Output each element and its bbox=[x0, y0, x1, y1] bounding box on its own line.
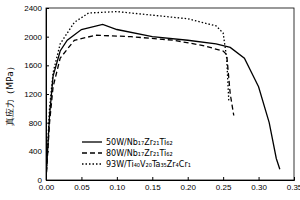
legend-label: 50W/Nb₁₇Zr₂₁Ti₆₂ bbox=[106, 138, 173, 147]
x-tick-mark bbox=[188, 177, 189, 180]
y-tick-label: 0 bbox=[38, 176, 43, 185]
y-axis: 0 400 800 1200 1600 2000 2400 bbox=[24, 4, 49, 185]
legend: 50W/Nb₁₇Zr₂₁Ti₆₂ 80W/Nb₁₇Zr₂₁Ti₆₂ 93W/Ti₄₀… bbox=[82, 138, 191, 169]
series-line bbox=[46, 35, 234, 180]
legend-swatch bbox=[82, 152, 102, 153]
x-tick: 0.35 bbox=[287, 177, 300, 192]
y-tick-label: 800 bbox=[29, 119, 43, 128]
x-tick: 0.30 bbox=[251, 177, 267, 192]
plot-frame bbox=[46, 8, 294, 180]
x-tick-label: 0.35 bbox=[287, 183, 300, 192]
x-axis-line bbox=[47, 177, 295, 181]
y-tick-label: 400 bbox=[29, 147, 43, 156]
x-tick-label: 0.30 bbox=[251, 183, 267, 192]
x-tick: 0.25 bbox=[216, 177, 232, 192]
x-tick: 0.20 bbox=[180, 177, 196, 192]
x-tick-label: 0.05 bbox=[74, 183, 90, 192]
x-tick-mark bbox=[117, 177, 118, 180]
y-tick-label: 2400 bbox=[24, 4, 42, 13]
x-tick-mark bbox=[223, 177, 224, 180]
legend-swatch bbox=[82, 141, 102, 142]
x-tick-label: 0.20 bbox=[180, 183, 196, 192]
y-tick-mark bbox=[46, 65, 49, 66]
y-tick-mark bbox=[46, 8, 49, 9]
y-tick-mark bbox=[46, 37, 49, 38]
x-tick: 0.15 bbox=[145, 177, 161, 192]
y-tick: 2000 bbox=[24, 33, 49, 42]
x-tick: 0.10 bbox=[110, 177, 126, 192]
series-line bbox=[46, 24, 280, 180]
plot-area bbox=[46, 12, 280, 180]
legend-swatch bbox=[82, 163, 102, 164]
x-tick-mark bbox=[152, 177, 153, 180]
chart: 0.000.050.100.150.200.250.300.3504008001… bbox=[0, 0, 300, 200]
x-tick: 0.05 bbox=[74, 177, 90, 192]
y-axis-title: 真应力（MPa） bbox=[5, 62, 15, 125]
y-tick: 0 bbox=[38, 176, 49, 185]
x-axis: 0.000.050.100.150.200.250.300.35 bbox=[39, 177, 300, 192]
series-line bbox=[46, 12, 229, 180]
x-tick-label: 0.25 bbox=[216, 183, 232, 192]
x-tick-mark bbox=[81, 177, 82, 180]
y-tick-mark bbox=[46, 94, 49, 95]
y-tick: 1200 bbox=[24, 90, 49, 99]
y-tick: 400 bbox=[29, 147, 49, 156]
y-tick: 2400 bbox=[24, 4, 49, 13]
x-tick-mark bbox=[294, 177, 295, 180]
x-tick-mark bbox=[259, 177, 260, 180]
y-tick: 800 bbox=[29, 119, 49, 128]
y-tick: 1600 bbox=[24, 61, 49, 70]
y-tick-label: 2000 bbox=[24, 33, 42, 42]
y-tick-mark bbox=[46, 180, 49, 181]
legend-label: 93W/Ti₄₀V₂₀Ta₃₅Zr₄Cr₁ bbox=[106, 160, 191, 169]
x-tick-label: 0.10 bbox=[110, 183, 126, 192]
y-tick-label: 1600 bbox=[24, 61, 42, 70]
y-tick-label: 1200 bbox=[24, 90, 42, 99]
legend-label: 80W/Nb₁₇Zr₂₁Ti₆₂ bbox=[106, 149, 173, 158]
x-tick-label: 0.15 bbox=[145, 183, 161, 192]
